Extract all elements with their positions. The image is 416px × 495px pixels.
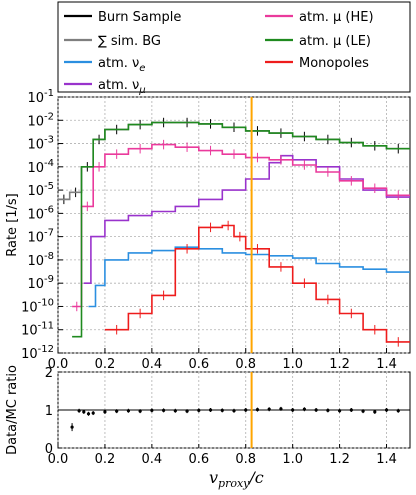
series-line-0 (58, 121, 410, 200)
x-tick-label: 0.0 (48, 357, 69, 372)
series-line-1 (58, 121, 410, 201)
y-tick-label: 10-12 (21, 344, 54, 362)
main-series (58, 117, 410, 347)
legend-box (57, 1, 411, 93)
legend-label: atm. μ (HE) (299, 10, 374, 25)
legend-label: atm. νe (98, 56, 145, 74)
y-tick-label: 10-11 (21, 321, 54, 339)
ratio-points (70, 406, 400, 432)
x-tick-label: 0.6 (188, 357, 209, 372)
y-tick-label: 10-8 (27, 251, 54, 269)
x-label-rest: /c (247, 468, 263, 487)
ratio-x-tick-label: 0.0 (48, 452, 69, 467)
y-tick-label: 10-7 (27, 228, 54, 246)
series-line-5 (72, 121, 410, 338)
main-y-axis-label: Rate [1/s] (5, 193, 20, 257)
ratio-y-tick-label: 0 (45, 442, 53, 457)
ratio-x-tick-label: 1.2 (329, 452, 350, 467)
main-x-ticks: 0.0 0.2 0.4 0.6 0.8 1.0 1.2 1.4 (48, 348, 397, 372)
ratio-y-tick-label: 2 (45, 366, 53, 381)
legend-label: atm. νμ (98, 78, 146, 96)
ratio-y-ticks: 0 1 2 (45, 366, 62, 457)
x-axis-label: vproxy/c (209, 468, 264, 490)
x-tick-label: 0.2 (95, 357, 116, 372)
x-tick-label: 1.0 (282, 357, 303, 372)
x-tick-label: 0.4 (142, 357, 163, 372)
series-line-2 (88, 246, 410, 308)
legend-label: atm. μ (LE) (299, 34, 371, 49)
ratio-x-ticks: 0.0 0.2 0.4 0.6 0.8 1.0 1.2 1.4 (48, 444, 397, 467)
ratio-x-tick-label: 1.4 (376, 452, 397, 467)
y-tick-label: 10-10 (21, 297, 54, 315)
ratio-y-axis-label: Data/MC ratio (5, 365, 20, 455)
series-line-4 (72, 143, 410, 308)
y-tick-label: 10-2 (27, 111, 54, 129)
y-tick-label: 10-9 (27, 274, 54, 292)
y-tick-label: 10-6 (27, 204, 54, 222)
series-line-6 (104, 224, 410, 343)
legend: Burn Sample ∑ sim. BG atm. νe atm. νμ atm. μ… (57, 1, 411, 96)
legend-label: Monopoles (299, 56, 369, 71)
x-tick-label: 1.2 (329, 357, 350, 372)
y-tick-label: 10-4 (27, 158, 54, 176)
y-tick-label: 10-3 (27, 135, 54, 153)
ratio-x-tick-label: 0.6 (188, 452, 209, 467)
legend-label: ∑ sim. BG (98, 34, 161, 49)
series-line-3 (83, 154, 410, 284)
x-tick-label: 0.8 (235, 357, 256, 372)
x-label-sub: proxy (218, 477, 250, 490)
x-tick-label: 1.4 (376, 357, 397, 372)
y-tick-label: 10-5 (27, 181, 54, 199)
legend-label: Burn Sample (98, 10, 181, 25)
ratio-plot: 0.0 0.2 0.4 0.6 0.8 1.0 1.2 1.4 0 1 2 Data/MC rat… (5, 365, 411, 467)
ratio-x-tick-label: 0.2 (95, 452, 116, 467)
ratio-y-tick-label: 1 (45, 404, 53, 419)
main-plot: 0.0 0.2 0.4 0.6 0.8 1.0 1.2 1.4 10-1210-1110-10… (5, 88, 411, 372)
ratio-x-tick-label: 0.8 (235, 452, 256, 467)
y-tick-label: 10-1 (27, 88, 54, 106)
x-label-v: v (209, 468, 218, 487)
ratio-x-tick-label: 0.4 (142, 452, 163, 467)
ratio-x-tick-label: 1.0 (282, 452, 303, 467)
main-y-ticks: 10-12 10-11 10-10 10-9 10-8 10-7 10-6 10-5 10-4 1… (21, 88, 63, 362)
